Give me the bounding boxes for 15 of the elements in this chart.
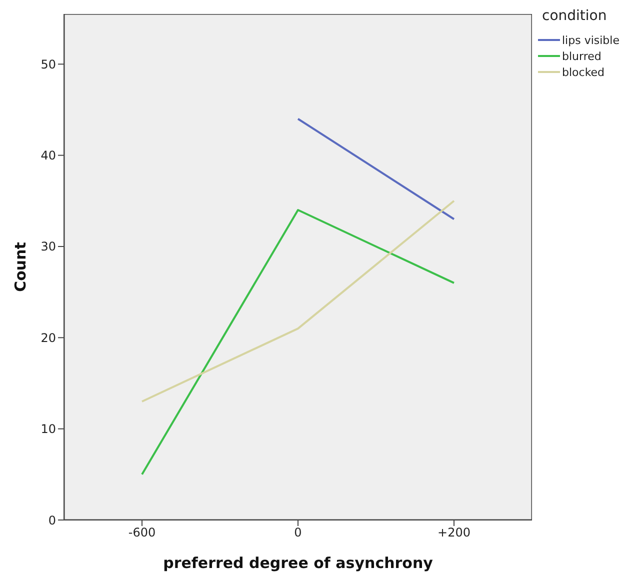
legend-label: blurred [562,50,602,62]
x-tick-label: -600 [128,526,156,540]
x-tick-label: +200 [438,526,470,540]
y-tick-label: 40 [40,148,56,163]
legend-label: blocked [562,66,605,78]
legend-label: lips visible [562,34,620,46]
y-tick-label: 50 [40,57,56,72]
x-tick-label: 0 [294,526,302,540]
x-axis-title: preferred degree of asynchrony [163,554,434,572]
y-axis-title: Count [11,242,30,292]
y-tick-label: 30 [40,240,56,254]
legend-title: condition [542,8,608,24]
y-tick-label: 10 [40,422,56,436]
y-tick-label: 0 [48,513,56,528]
y-tick-label: 20 [40,330,56,345]
